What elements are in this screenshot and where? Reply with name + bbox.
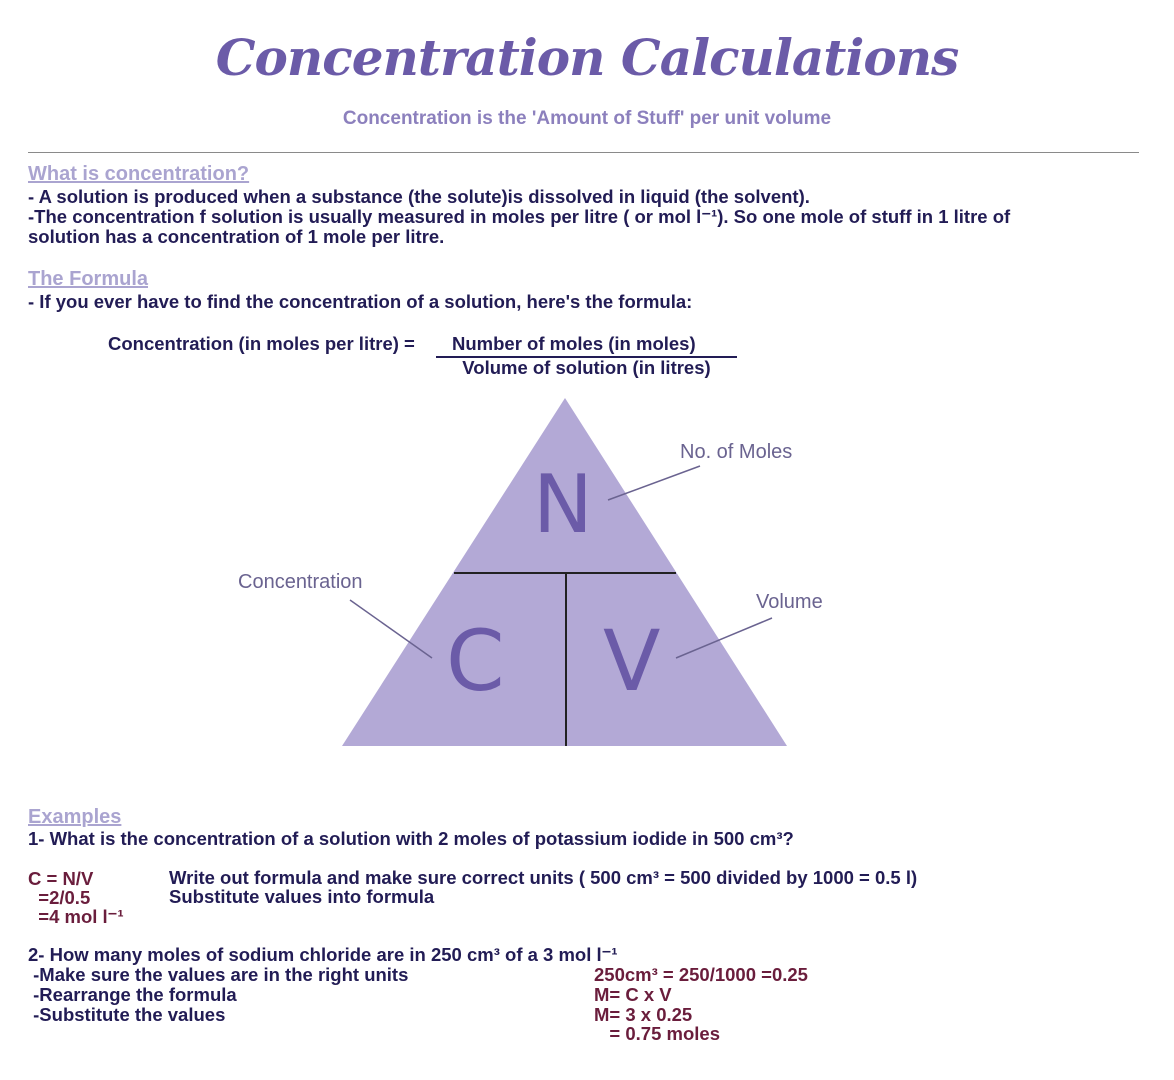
note-line: Substitute values into formula xyxy=(169,886,435,907)
work-line: =2/0.5 xyxy=(28,887,91,908)
text-line: - If you ever have to find the concentra… xyxy=(28,291,693,312)
heading-the-formula: The Formula xyxy=(28,268,149,290)
triangle-letter-v: V xyxy=(603,612,661,710)
step-line: -Make sure the values are in the right u… xyxy=(28,964,409,985)
formula-denominator: Volume of solution (in litres) xyxy=(436,356,737,378)
work-line: M= 3 x 0.25 xyxy=(594,1004,693,1025)
text-line: -The concentration f solution is usually… xyxy=(28,206,1011,227)
step-line: -Rearrange the formula xyxy=(28,984,237,1005)
work-line: = 0.75 moles xyxy=(594,1023,720,1044)
work-line: C = N/V xyxy=(28,868,94,889)
divider xyxy=(28,152,1139,153)
work-line: =4 mol l⁻¹ xyxy=(28,906,124,927)
page-title: Concentration Calculations xyxy=(215,28,959,87)
label-no-of-moles: No. of Moles xyxy=(680,441,793,463)
heading-examples: Examples xyxy=(28,806,122,828)
leader-line-v xyxy=(675,617,773,659)
note-line: Write out formula and make sure correct … xyxy=(169,867,918,888)
triangle-letter-n: N xyxy=(533,458,593,551)
text-line: solution has a concentration of 1 mole p… xyxy=(28,226,445,247)
question-1: 1- What is the concentration of a soluti… xyxy=(28,828,794,849)
triangle-letter-c: C xyxy=(446,612,505,710)
question-2: 2- How many moles of sodium chloride are… xyxy=(28,944,618,965)
heading-what-is-concentration: What is concentration? xyxy=(28,163,250,185)
leader-line-n xyxy=(607,465,701,501)
work-line: M= C x V xyxy=(594,984,672,1005)
formula-lhs: Concentration (in moles per litre) = xyxy=(108,333,415,354)
label-volume: Volume xyxy=(756,591,823,613)
leader-line-c xyxy=(349,599,433,659)
work-line: 250cm³ = 250/1000 =0.25 xyxy=(594,964,808,985)
formula-numerator: Number of moles (in moles) xyxy=(452,333,696,354)
page-subtitle: Concentration is the 'Amount of Stuff' p… xyxy=(342,108,832,129)
label-concentration: Concentration xyxy=(238,571,363,593)
step-line: -Substitute the values xyxy=(28,1004,226,1025)
text-line: - A solution is produced when a substanc… xyxy=(28,186,810,207)
